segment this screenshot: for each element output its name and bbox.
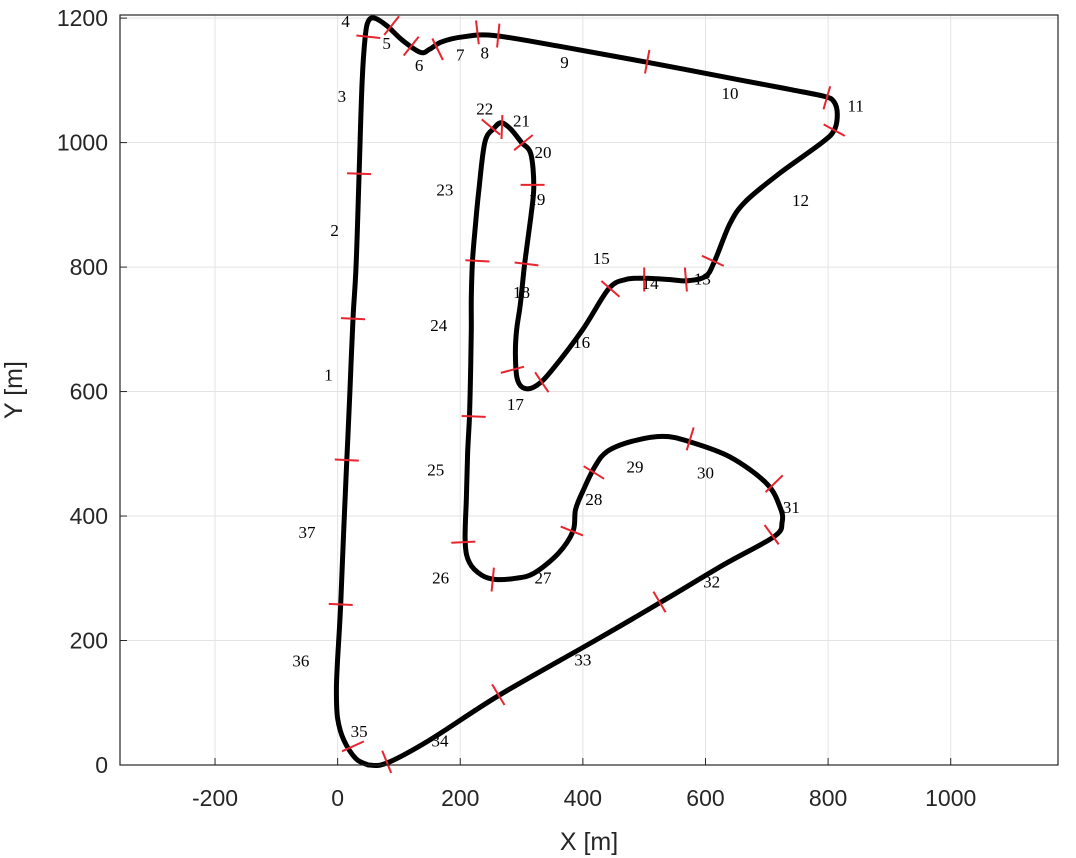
segment-label-6: 6 [415, 56, 424, 75]
segment-label-19: 19 [528, 190, 545, 209]
segment-label-10: 10 [722, 84, 739, 103]
segment-marker-34 [328, 602, 353, 606]
segment-marker-5 [475, 20, 480, 45]
segment-label-35: 35 [351, 722, 368, 741]
segment-label-1: 1 [324, 365, 333, 384]
segment-marker-8 [822, 86, 832, 110]
segment-marker-13 [600, 280, 621, 298]
segment-marker-21 [465, 259, 490, 263]
segment-marker-9 [823, 123, 846, 137]
segment-markers [328, 15, 846, 774]
y-tick-label: 200 [70, 628, 108, 654]
segment-marker-24 [490, 567, 495, 592]
plot-frame [119, 14, 1059, 766]
track-line [333, 15, 840, 769]
segment-marker-22 [461, 415, 486, 418]
segment-marker-20 [481, 118, 501, 136]
segment-marker-2 [383, 15, 400, 36]
segment-marker-11 [683, 267, 688, 292]
y-tick-label: 0 [95, 752, 108, 778]
segment-marker-29 [763, 524, 780, 545]
segment-label-37: 37 [298, 523, 316, 542]
y-tick-label: 800 [70, 254, 108, 280]
x-axis-label: X [m] [560, 828, 618, 856]
segment-label-25: 25 [427, 461, 444, 480]
segment-marker-23 [451, 540, 476, 544]
segment-label-30: 30 [697, 464, 714, 483]
segment-label-2: 2 [330, 221, 339, 240]
x-tick-label: 400 [564, 785, 602, 811]
x-tick-label: -200 [192, 785, 238, 811]
segment-marker-14 [534, 371, 550, 393]
segment-marker-1 [356, 34, 381, 39]
segment-marker-27 [685, 427, 695, 451]
y-axis-label: Y [m] [0, 361, 28, 419]
segment-marker-36 [340, 317, 366, 321]
segment-marker-35 [334, 458, 359, 462]
y-tick-label: 1200 [57, 5, 108, 31]
segment-marker-15 [500, 365, 525, 374]
segment-marker-6 [496, 23, 501, 48]
y-tick-label: 1000 [57, 130, 108, 156]
segment-marker-32 [381, 750, 393, 774]
segment-marker-31 [491, 683, 506, 706]
segment-label-21: 21 [513, 111, 530, 130]
y-ticks: 0 200 400 600 800 1000 1200 [57, 5, 127, 778]
x-tick-label: 600 [686, 785, 724, 811]
segment-marker-3 [402, 36, 420, 57]
segment-label-36: 36 [292, 652, 309, 671]
segment-label-24: 24 [430, 316, 448, 335]
segment-label-3: 3 [338, 87, 347, 106]
segment-label-13: 13 [694, 270, 711, 289]
segment-marker-25 [560, 525, 584, 537]
segment-label-7: 7 [456, 45, 465, 64]
segment-label-11: 11 [847, 96, 863, 115]
segment-label-8: 8 [481, 44, 490, 63]
segment-label-26: 26 [432, 568, 449, 587]
segment-label-33: 33 [574, 650, 591, 669]
segment-label-16: 16 [573, 333, 590, 352]
x-ticks: -200 0 200 400 600 800 1000 [192, 758, 976, 811]
y-tick-label: 600 [70, 379, 108, 405]
segment-label-5: 5 [382, 34, 391, 53]
segment-label-17: 17 [507, 395, 525, 414]
segment-label-23: 23 [436, 180, 453, 199]
segment-label-14: 14 [642, 274, 660, 293]
track-layer [333, 15, 840, 769]
segment-label-12: 12 [792, 191, 809, 210]
segment-label-15: 15 [593, 249, 610, 268]
segment-marker-26 [583, 465, 605, 480]
segment-label-4: 4 [341, 12, 350, 31]
segment-marker-19 [500, 114, 504, 140]
segment-marker-30 [652, 591, 667, 613]
segment-marker-7 [644, 49, 651, 74]
segment-marker-28 [764, 474, 784, 493]
segment-label-29: 29 [626, 457, 643, 476]
segment-label-28: 28 [585, 490, 602, 509]
segment-label-32: 32 [703, 573, 720, 592]
segment-label-9: 9 [560, 53, 569, 72]
segment-marker-10 [701, 254, 725, 267]
segment-label-34: 34 [432, 731, 450, 750]
y-tick-label: 400 [70, 503, 108, 529]
segment-label-22: 22 [476, 100, 493, 119]
segment-label-31: 31 [783, 498, 800, 517]
segment-label-27: 27 [535, 568, 553, 587]
segment-marker-37 [347, 172, 372, 176]
segment-marker-4 [431, 38, 444, 61]
segment-marker-18 [513, 134, 534, 151]
x-tick-label: 1000 [925, 785, 976, 811]
segment-label-18: 18 [513, 283, 530, 302]
segment-label-20: 20 [535, 143, 552, 162]
segment-marker-16 [514, 261, 539, 267]
x-tick-label: 0 [331, 785, 344, 811]
segment-marker-33 [341, 740, 365, 753]
x-tick-label: 800 [809, 785, 847, 811]
x-tick-label: 200 [441, 785, 479, 811]
